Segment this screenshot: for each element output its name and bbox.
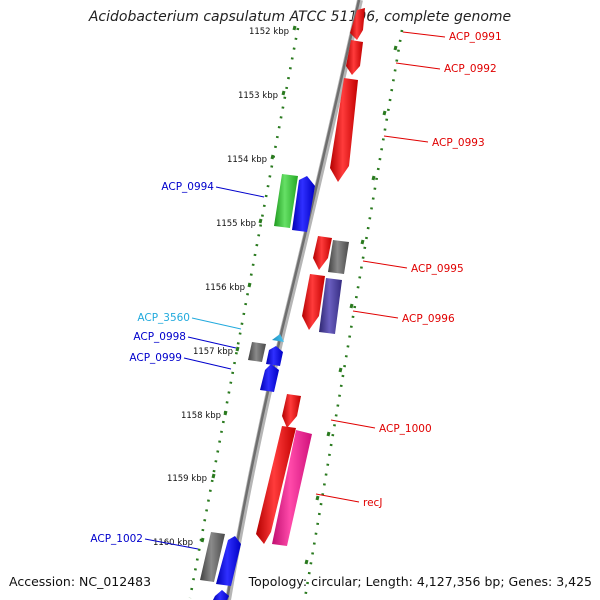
tick-label: 1160 kbp	[153, 538, 193, 548]
gene-acp-0995-a[interactable]	[313, 236, 332, 270]
gene-acp-0994[interactable]	[292, 176, 315, 232]
gene-label-acp-0996: ACP_0996	[402, 313, 455, 325]
accession-label: Accession: NC_012483	[9, 574, 152, 589]
gene-label-acp-0991: ACP_0991	[449, 31, 502, 43]
inner-scale-line	[188, 27, 300, 599]
map-title: Acidobacterium capsulatum ATCC 51196, co…	[88, 9, 512, 25]
gene-acp-0999[interactable]	[260, 364, 279, 392]
gene-label-recj: recJ	[363, 497, 382, 509]
gene-label-acp-3560: ACP_3560	[137, 312, 190, 324]
gene-label-acp-0999: ACP_0999	[129, 352, 182, 364]
gene-acp-0995-gray[interactable]	[328, 240, 349, 274]
genome-backbone-core	[225, 0, 361, 600]
gene-label-acp-0992: ACP_0992	[444, 63, 497, 75]
leader-lines	[144, 31, 446, 550]
tick-label: 1155 kbp	[216, 219, 256, 229]
gene-acp-0996[interactable]	[319, 278, 342, 334]
gene-acp-0998-gray[interactable]	[248, 342, 266, 362]
tick-label: 1158 kbp	[181, 411, 221, 421]
gene-acp-0992[interactable]	[346, 40, 363, 75]
tick-label: 1159 kbp	[167, 474, 207, 484]
tick-label: 1157 kbp	[193, 347, 233, 357]
gene-acp-0994-green[interactable]	[274, 174, 298, 228]
gene-acp-1002[interactable]	[216, 536, 241, 586]
tick-label: 1153 kbp	[238, 91, 278, 101]
gene-recj[interactable]	[272, 430, 312, 546]
outer-ticks	[304, 45, 398, 565]
gene-label-acp-1000: ACP_1000	[379, 423, 432, 435]
gene-acp-0991[interactable]	[350, 8, 365, 40]
gene-partial-bottom[interactable]	[213, 590, 229, 600]
gene-acp-1000[interactable]	[256, 426, 296, 544]
gene-label-acp-0993: ACP_0993	[432, 137, 485, 149]
gene-acp-3560[interactable]	[272, 334, 284, 342]
gene-label-acp-0995: ACP_0995	[411, 263, 464, 275]
gene-acp-0993[interactable]	[330, 78, 358, 182]
tick-label: 1154 kbp	[227, 155, 267, 165]
gene-label-acp-0998: ACP_0998	[133, 331, 186, 343]
gene-acp-1002-gray[interactable]	[200, 532, 225, 582]
outer-scale-line	[303, 29, 404, 599]
tick-label: 1152 kbp	[249, 27, 289, 37]
inner-ticks	[200, 25, 297, 543]
topology-label: Topology: circular; Length: 4,127,356 bp…	[248, 574, 592, 589]
gene-label-acp-0994: ACP_0994	[161, 181, 214, 193]
gene-label-acp-1002: ACP_1002	[90, 533, 143, 545]
gene-acp-0996-red[interactable]	[302, 274, 325, 330]
gene-acp-1000-small[interactable]	[282, 394, 301, 428]
tick-label: 1156 kbp	[205, 283, 245, 293]
gene-acp-0998[interactable]	[266, 346, 283, 366]
